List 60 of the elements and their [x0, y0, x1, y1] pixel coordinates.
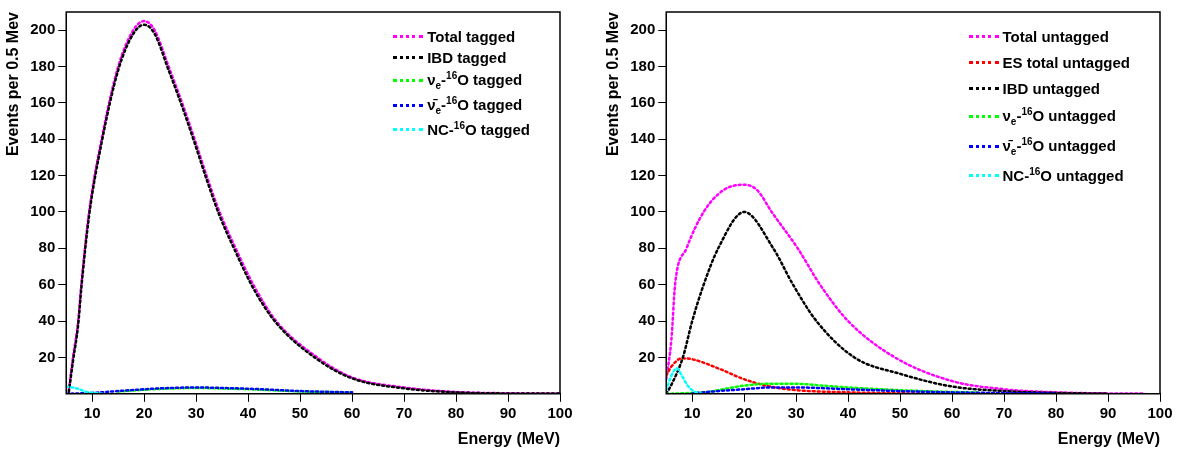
x-axis-title: Energy (MeV): [457, 429, 560, 447]
y-tick-label: 200: [630, 20, 656, 38]
x-tick-label: 50: [291, 403, 309, 421]
x-tick-label: 10: [683, 403, 701, 421]
y-axis-title: Events per 0.5 Mev: [4, 11, 22, 157]
y-tick-label: 140: [30, 129, 56, 147]
x-tick-label: 50: [891, 403, 909, 421]
legend-label: Total tagged: [427, 28, 516, 45]
y-tick-label: 20: [38, 347, 56, 365]
legend-label: ν$_{e}$-$^{16}$O untagged: [1002, 106, 1116, 127]
y-tick-label: 20: [638, 347, 656, 365]
y-tick-label: 80: [638, 238, 656, 256]
x-tick-label: 20: [135, 403, 153, 421]
y-tick-label: 40: [638, 311, 656, 329]
x-tick-label: 60: [343, 403, 361, 421]
y-axis-title: Events per 0.5 Mev: [604, 11, 622, 157]
x-tick-label: 70: [395, 403, 413, 421]
legend-label: IBD untagged: [1002, 80, 1100, 97]
legend-label: Total untagged: [1002, 28, 1109, 45]
x-tick-label: 100: [1147, 403, 1173, 421]
line-series: [666, 183, 1146, 394]
legend-label: ν̄$_{e}$-$^{16}$O untagged: [1002, 136, 1116, 157]
x-tick-label: 30: [187, 403, 205, 421]
legend-label: ES total untagged: [1002, 54, 1130, 71]
x-tick-label: 60: [943, 403, 961, 421]
legend-label: IBD tagged: [427, 49, 507, 66]
legend-label: NC-$^{16}$O tagged: [427, 120, 530, 138]
line-series: [666, 367, 704, 394]
x-tick-label: 90: [1099, 403, 1117, 421]
line-series: [66, 386, 354, 394]
y-tick-label: 60: [638, 274, 656, 292]
x-tick-label: 100: [547, 403, 573, 421]
y-tick-label: 100: [630, 202, 656, 220]
y-tick-label: 120: [630, 165, 656, 183]
x-tick-label: 90: [499, 403, 517, 421]
y-tick-label: 160: [630, 93, 656, 111]
x-tick-label: 20: [735, 403, 753, 421]
y-tick-label: 60: [38, 274, 56, 292]
y-tick-label: 180: [30, 56, 56, 74]
y-tick-label: 180: [630, 56, 656, 74]
legend-label: NC-$^{16}$O untagged: [1002, 166, 1124, 184]
x-tick-label: 80: [1047, 403, 1065, 421]
x-axis-title: Energy (MeV): [1057, 429, 1160, 447]
y-tick-label: 200: [30, 20, 56, 38]
x-tick-label: 40: [239, 403, 257, 421]
x-tick-label: 70: [995, 403, 1013, 421]
y-tick-label: 100: [30, 202, 56, 220]
line-series: [66, 385, 104, 394]
x-tick-label: 80: [447, 403, 465, 421]
y-tick-label: 140: [630, 129, 656, 147]
y-tick-label: 120: [30, 165, 56, 183]
y-tick-label: 40: [38, 311, 56, 329]
x-tick-label: 30: [787, 403, 805, 421]
line-series: [666, 382, 980, 394]
y-tick-label: 80: [38, 238, 56, 256]
x-tick-label: 10: [83, 403, 101, 421]
legend-label: ν$_{e}$-$^{16}$O tagged: [427, 70, 523, 91]
x-tick-label: 40: [839, 403, 857, 421]
y-tick-label: 160: [30, 93, 56, 111]
legend-label: ν̄$_{e}$-$^{16}$O tagged: [427, 95, 523, 116]
